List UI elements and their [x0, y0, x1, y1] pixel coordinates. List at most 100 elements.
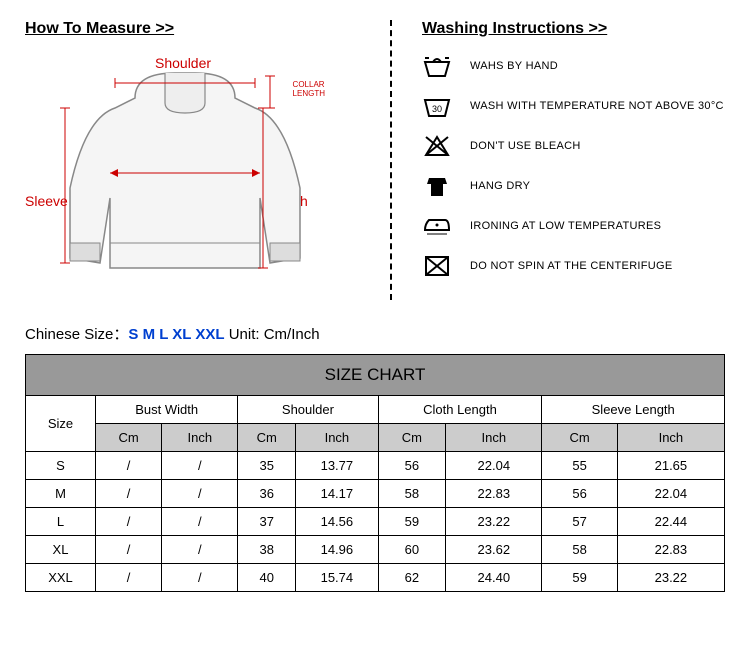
- col-header: Sleeve Length: [542, 396, 725, 424]
- wash-item: HANG DRY: [422, 173, 725, 199]
- subheader-row: CmInch CmInch CmInch CmInch: [26, 424, 725, 452]
- table-row: XL//3814.966023.625822.83: [26, 536, 725, 564]
- top-section: How To Measure >> Shoulder COLLAR LENGTH…: [25, 20, 725, 303]
- no-spin-icon: [422, 253, 452, 279]
- value-cell: 58: [542, 536, 617, 564]
- size-values: S M L XL XXL: [128, 326, 224, 343]
- header-row: Size Bust Width Shoulder Cloth Length Sl…: [26, 396, 725, 424]
- value-cell: /: [96, 536, 162, 564]
- wash-hand-icon: [422, 53, 452, 79]
- value-cell: 35: [238, 452, 296, 480]
- value-cell: /: [162, 452, 238, 480]
- value-cell: 58: [378, 480, 446, 508]
- sub-cm: Cm: [542, 424, 617, 452]
- iron-low-icon: [422, 213, 452, 239]
- value-cell: 59: [542, 564, 617, 592]
- value-cell: /: [162, 564, 238, 592]
- value-cell: 57: [542, 508, 617, 536]
- washing-instructions-section: Washing Instructions >> WAHS BY HAND 30 …: [407, 20, 725, 303]
- value-cell: /: [162, 536, 238, 564]
- value-cell: /: [96, 508, 162, 536]
- value-cell: 22.04: [617, 480, 724, 508]
- washing-list: WAHS BY HAND 30 WASH WITH TEMPERATURE NO…: [422, 53, 725, 279]
- size-cell: L: [26, 508, 96, 536]
- value-cell: 38: [238, 536, 296, 564]
- value-cell: 23.62: [446, 536, 542, 564]
- how-to-measure-section: How To Measure >> Shoulder COLLAR LENGTH…: [25, 20, 375, 303]
- value-cell: 22.83: [617, 536, 724, 564]
- sub-inch: Inch: [446, 424, 542, 452]
- value-cell: /: [162, 480, 238, 508]
- value-cell: /: [96, 564, 162, 592]
- table-row: S//3513.775622.045521.65: [26, 452, 725, 480]
- value-cell: 59: [378, 508, 446, 536]
- col-header: Bust Width: [96, 396, 238, 424]
- value-cell: 14.56: [296, 508, 378, 536]
- value-cell: 13.77: [296, 452, 378, 480]
- value-cell: /: [96, 480, 162, 508]
- wash-30-icon: 30: [422, 93, 452, 119]
- wash-item: DO NOT SPIN AT THE CENTERIFUGE: [422, 253, 725, 279]
- value-cell: 22.83: [446, 480, 542, 508]
- table-row: M//3614.175822.835622.04: [26, 480, 725, 508]
- value-cell: 60: [378, 536, 446, 564]
- value-cell: 62: [378, 564, 446, 592]
- washing-title: Washing Instructions >>: [422, 20, 725, 38]
- value-cell: 21.65: [617, 452, 724, 480]
- value-cell: 14.96: [296, 536, 378, 564]
- col-header: Shoulder: [238, 396, 378, 424]
- value-cell: 56: [378, 452, 446, 480]
- value-cell: 14.17: [296, 480, 378, 508]
- wash-text: IRONING AT LOW TEMPERATURES: [470, 220, 661, 232]
- sub-cm: Cm: [238, 424, 296, 452]
- size-header: Size: [26, 396, 96, 452]
- garment-diagram: Shoulder COLLAR LENGTH Bust Sleeve Lengt…: [25, 53, 335, 303]
- sub-cm: Cm: [96, 424, 162, 452]
- sub-cm: Cm: [378, 424, 446, 452]
- wash-text: DO NOT SPIN AT THE CENTERIFUGE: [470, 260, 673, 272]
- main-container: How To Measure >> Shoulder COLLAR LENGTH…: [0, 0, 750, 612]
- sub-inch: Inch: [162, 424, 238, 452]
- hang-dry-icon: [422, 173, 452, 199]
- value-cell: 24.40: [446, 564, 542, 592]
- size-cell: XXL: [26, 564, 96, 592]
- unit-text: Unit: Cm/Inch: [225, 326, 320, 343]
- wash-text: HANG DRY: [470, 180, 530, 192]
- table-row: XXL//4015.746224.405923.22: [26, 564, 725, 592]
- no-bleach-icon: [422, 133, 452, 159]
- value-cell: 55: [542, 452, 617, 480]
- value-cell: 22.44: [617, 508, 724, 536]
- col-header: Cloth Length: [378, 396, 542, 424]
- value-cell: 23.22: [446, 508, 542, 536]
- wash-item: DON'T USE BLEACH: [422, 133, 725, 159]
- value-cell: 36: [238, 480, 296, 508]
- size-prefix: Chinese Size：: [25, 326, 128, 343]
- value-cell: 22.04: [446, 452, 542, 480]
- svg-text:30: 30: [432, 104, 442, 114]
- chart-title: SIZE CHART: [26, 355, 725, 396]
- value-cell: 40: [238, 564, 296, 592]
- sweater-icon: [55, 68, 315, 298]
- wash-text: WASH WITH TEMPERATURE NOT ABOVE 30°C: [470, 100, 724, 112]
- value-cell: 56: [542, 480, 617, 508]
- wash-item: IRONING AT LOW TEMPERATURES: [422, 213, 725, 239]
- size-cell: M: [26, 480, 96, 508]
- wash-item: WAHS BY HAND: [422, 53, 725, 79]
- sub-inch: Inch: [617, 424, 724, 452]
- wash-text: DON'T USE BLEACH: [470, 140, 581, 152]
- value-cell: 23.22: [617, 564, 724, 592]
- wash-text: WAHS BY HAND: [470, 60, 558, 72]
- how-to-measure-title: How To Measure >>: [25, 20, 360, 38]
- sub-inch: Inch: [296, 424, 378, 452]
- table-row: L//3714.565923.225722.44: [26, 508, 725, 536]
- size-chart-table: SIZE CHART Size Bust Width Shoulder Clot…: [25, 354, 725, 592]
- value-cell: /: [162, 508, 238, 536]
- value-cell: /: [96, 452, 162, 480]
- size-line: Chinese Size：S M L XL XXL Unit: Cm/Inch: [25, 323, 725, 344]
- size-cell: S: [26, 452, 96, 480]
- value-cell: 15.74: [296, 564, 378, 592]
- wash-item: 30 WASH WITH TEMPERATURE NOT ABOVE 30°C: [422, 93, 725, 119]
- size-cell: XL: [26, 536, 96, 564]
- value-cell: 37: [238, 508, 296, 536]
- vertical-divider: [390, 20, 392, 300]
